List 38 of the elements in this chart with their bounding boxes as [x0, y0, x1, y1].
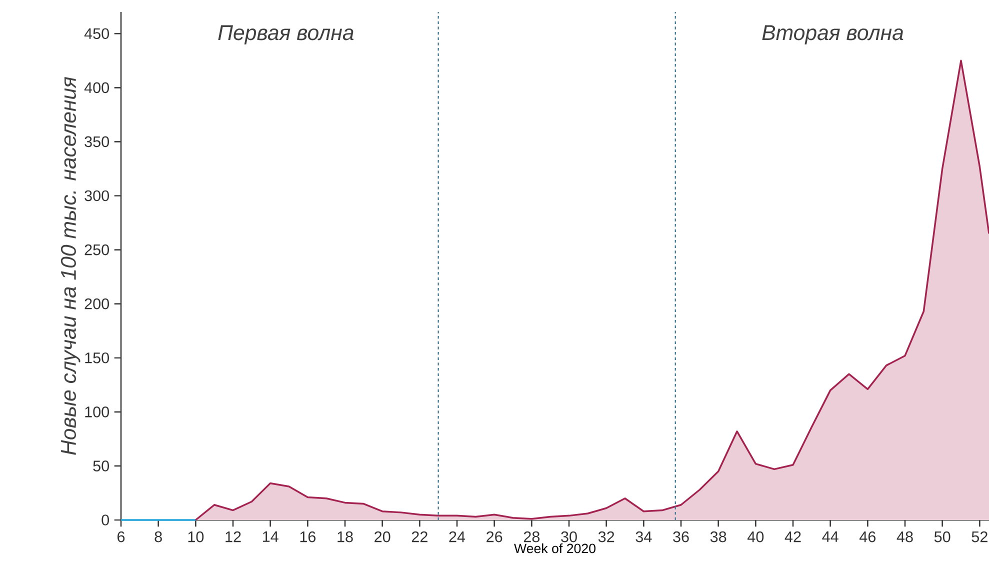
x-tick-label: 44: [822, 531, 838, 542]
annotation: Вторая волна: [762, 25, 904, 44]
x-tick-label: 42: [784, 531, 801, 542]
x-tick-label: 14: [262, 531, 278, 542]
x-tick-label: 50: [934, 531, 950, 542]
x-tick-label: 30: [561, 531, 577, 542]
y-tick-label: 300: [84, 190, 110, 202]
x-tick-label: 32: [598, 531, 614, 542]
y-tick-label: 0: [102, 514, 110, 526]
y-tick-label: 150: [85, 352, 110, 364]
x-tick-label: 18: [338, 531, 353, 542]
y-tick-label: 450: [84, 28, 110, 40]
x-tick-label: 20: [374, 531, 390, 542]
x-tick-label: 24: [449, 531, 466, 542]
x-tick-label: 38: [710, 531, 726, 542]
x-tick-label: 36: [673, 531, 689, 542]
y-tick-label: 200: [84, 298, 110, 310]
y-tick-label: 350: [84, 136, 110, 148]
x-tick-label: 12: [226, 531, 241, 542]
x-tick-label: 8: [154, 531, 162, 542]
annotation: Первая волна: [218, 25, 354, 44]
x-tick-label: 52: [972, 531, 988, 542]
y-axis-title: Новые случаи на 100 тыс. населения: [60, 76, 80, 455]
x-tick-label: 10: [188, 531, 204, 542]
x-tick-label: 22: [412, 531, 428, 542]
x-tick-label: 46: [859, 531, 876, 542]
y-tick-label: 100: [85, 406, 110, 418]
x-tick-label: 34: [636, 531, 652, 542]
x-tick-label: 16: [300, 531, 316, 542]
x-tick-label: 48: [896, 531, 913, 542]
y-tick-label: 50: [93, 460, 110, 472]
x-axis-title: Week of 2020: [514, 543, 596, 554]
y-tick-label: 400: [84, 82, 110, 94]
x-tick-label: 28: [524, 531, 540, 542]
x-tick-label: 40: [747, 531, 764, 542]
x-tick-label: 6: [118, 531, 125, 542]
y-tick-label: 250: [84, 244, 110, 256]
x-tick-label: 26: [486, 531, 502, 542]
